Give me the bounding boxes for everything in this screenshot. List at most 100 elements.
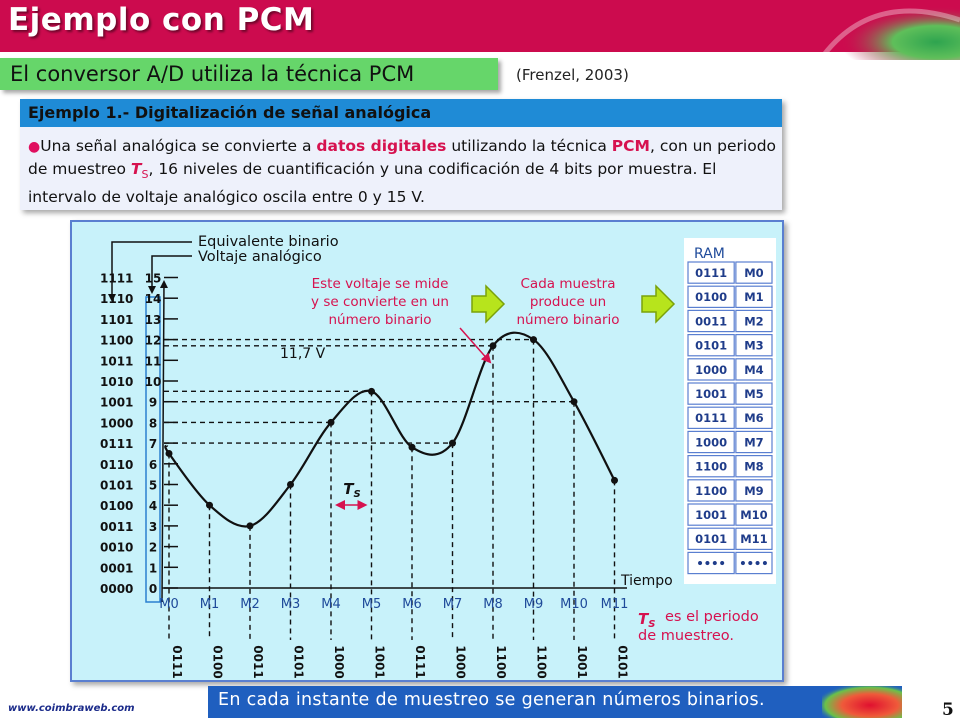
ram-code-cell — [687, 285, 735, 308]
ram-code-cell — [687, 382, 735, 405]
ram-code-text: 1001 — [695, 508, 727, 522]
flow-arrow-icon — [641, 284, 676, 324]
page-number: 5 — [942, 700, 954, 720]
voltage-pointer-arrow — [148, 255, 192, 294]
footer-text: En cada instante de muestreo se generan … — [218, 690, 765, 710]
ram-code-cell — [687, 261, 735, 284]
callout-sample-line-3: número binario — [516, 312, 619, 328]
page-title: Ejemplo con PCM — [8, 2, 315, 38]
footer-decoration — [822, 686, 902, 718]
binary-pointer-arrow — [108, 241, 124, 302]
callout-measure: Este voltaje se mide y se convierte en u… — [311, 276, 449, 328]
sample-binary-code: 0111 — [170, 645, 184, 678]
time-label: Tiempo — [620, 573, 673, 589]
callout-pointer-arrow — [459, 327, 492, 364]
sample-point — [489, 342, 497, 350]
footer-bar: En cada instante de muestreo se generan … — [208, 686, 902, 718]
callout-measure-line-2: y se convierte en un — [311, 294, 449, 310]
ram-label-cell — [735, 285, 773, 308]
callout-measure-line-3: número binario — [328, 312, 431, 328]
example-text-part: Una señal analógica se convierte a — [40, 137, 317, 155]
level-voltage-label: 3 — [149, 520, 157, 534]
sample-binary-code: 0111 — [413, 645, 427, 678]
sample-name-label: M11 — [601, 597, 629, 612]
ram-title: RAM — [694, 246, 725, 262]
ram-code-text: 0101 — [695, 339, 727, 353]
sample-point — [570, 398, 578, 406]
ram-code-cell — [687, 333, 735, 357]
sample-codes: 0111 0100 0011 0101 1000 1001 0111 1000 1100 1100… — [170, 645, 630, 678]
ram-code-cell — [687, 455, 735, 478]
sample-binary-code: 0011 — [251, 645, 265, 678]
sample-name-label: M2 — [240, 597, 260, 612]
sample-point — [611, 476, 618, 484]
period-note-line-1: es el periodo — [665, 609, 759, 625]
sample-name-label: M3 — [281, 597, 301, 612]
ram-code-text: 0111 — [695, 266, 727, 280]
ram-code-text: 0100 — [695, 290, 727, 304]
website-link[interactable]: www.coimbraweb.com — [8, 703, 135, 714]
level-binary-label: 0000 — [100, 582, 133, 596]
ram-label-cell — [735, 382, 773, 405]
subtitle: El conversor A/D utiliza la técnica PCM — [10, 62, 415, 86]
level-binary-label: 1111 — [100, 272, 133, 286]
sample-binary-code: 1000 — [454, 645, 468, 678]
sample-name-label: M10 — [560, 597, 588, 612]
ram-code-text: 1000 — [695, 363, 727, 377]
flow-arrow-icon — [471, 284, 506, 324]
level-voltage-label: 4 — [149, 499, 157, 513]
ram-label-text: •••• — [739, 556, 768, 570]
ram-code-text: 1001 — [695, 387, 727, 401]
ram-code-cell — [687, 479, 735, 502]
voltage-axis — [159, 280, 168, 603]
sample-point — [368, 387, 375, 395]
ts-label-sub: S — [353, 489, 360, 500]
period-note-symbol: TS — [638, 610, 655, 630]
level-voltage-label: 9 — [149, 396, 157, 410]
ram-code-text: •••• — [696, 556, 725, 570]
level-binary-label: 0010 — [100, 541, 133, 555]
sample-binary-code: 1000 — [332, 645, 346, 678]
voltage-reading-label: 11,7 V — [280, 346, 326, 362]
highlight-digital-data: datos digitales — [316, 137, 447, 155]
ram-label-text: M8 — [744, 460, 763, 474]
sample-point — [206, 501, 213, 509]
ram-label-text: M5 — [744, 387, 763, 401]
ram-label-text: M11 — [740, 532, 767, 546]
sample-point — [246, 522, 254, 530]
ram-label-cell — [735, 333, 773, 357]
sample-points — [165, 336, 618, 530]
ram-label-text: M3 — [744, 339, 763, 353]
sample-point — [165, 449, 173, 457]
ram-code-text: 0011 — [695, 314, 727, 328]
sample-name-label: M0 — [159, 597, 179, 612]
level-binary-label: 1100 — [100, 334, 133, 348]
level-voltage-label: 8 — [149, 416, 157, 430]
level-binary-label: 0110 — [100, 458, 133, 472]
analog-voltage-label: Voltaje analógico — [198, 249, 322, 265]
sample-binary-code: 0101 — [616, 645, 630, 678]
period-note-line-2: de muestreo. — [638, 628, 734, 644]
level-binary-label: 0011 — [100, 520, 133, 534]
ram-code-cell — [687, 551, 735, 575]
ram-table: 0111 M0 0100 M1 0011 M2 0101 M3 1000 M4 1001 M5 0111… — [687, 261, 773, 575]
level-binary-label: 1000 — [100, 416, 133, 430]
ram-code-cell — [687, 430, 735, 454]
level-voltage-label: 12 — [145, 334, 162, 348]
sample-name-label: M9 — [524, 597, 544, 612]
ram-label-text: M7 — [744, 435, 763, 449]
level-binary-label: 0111 — [100, 437, 133, 451]
pcm-diagram: Equivalente binario Voltaje analógico 11… — [70, 220, 784, 682]
level-voltage-label: 11 — [145, 354, 162, 368]
ram-label-cell — [735, 479, 773, 502]
sample-binary-code: 0101 — [292, 645, 306, 678]
ram-label-cell — [735, 261, 773, 284]
level-voltage-label: 13 — [145, 313, 162, 327]
analog-signal-curve — [164, 331, 616, 528]
ram-label-cell — [735, 358, 773, 381]
ram-label-cell — [735, 503, 773, 526]
sample-binary-code: 0100 — [211, 645, 225, 678]
bullet-icon: ● — [28, 139, 41, 155]
level-binary-label: 0100 — [100, 499, 133, 513]
sample-binary-code: 1001 — [575, 645, 589, 678]
